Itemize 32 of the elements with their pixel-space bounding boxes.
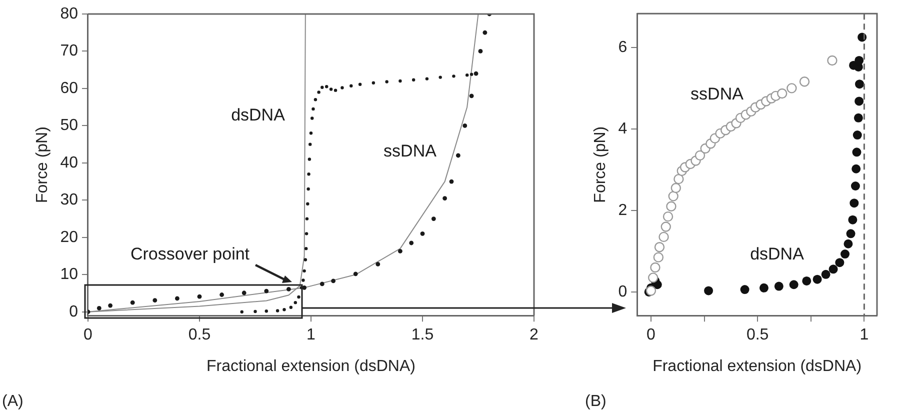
- y-axis-title: Force (pN): [592, 126, 610, 203]
- x-axis-title: Fractional extension (dsDNA): [652, 358, 862, 375]
- y-tick-label: 30: [60, 192, 78, 209]
- y-tick-label: 10: [60, 266, 78, 284]
- x-tick-label: 1.5: [411, 326, 434, 344]
- x-tick-label: 0: [84, 326, 93, 344]
- y-tick-label: 4: [618, 120, 628, 138]
- text: (A): [2, 393, 24, 411]
- annotation: dsDNA: [231, 106, 286, 125]
- y-tick-label: 60: [60, 80, 78, 97]
- x-tick-label: 0: [646, 326, 656, 344]
- y-tick-label: 40: [60, 154, 78, 172]
- y-tick-label: 0: [69, 303, 78, 320]
- x-tick-label: 1: [306, 326, 316, 344]
- annotation: Crossover point: [130, 244, 250, 264]
- x-tick-label: 0.5: [746, 326, 769, 344]
- x-tick-label: 2: [530, 326, 539, 344]
- y-tick-label: 0: [618, 283, 628, 300]
- x-axis-title: Fractional extension (dsDNA): [206, 358, 416, 375]
- annotation: dsDNA: [750, 244, 805, 264]
- y-tick-label: 80: [60, 5, 78, 22]
- y-tick-label: 70: [60, 42, 78, 60]
- y-tick-label: 2: [618, 202, 628, 219]
- annotation: ssDNA: [384, 142, 438, 161]
- y-axis-title: Force (pN): [34, 126, 52, 204]
- y-tick-label: 20: [60, 228, 78, 246]
- x-tick-label: 1: [860, 326, 869, 344]
- y-tick-label: 50: [60, 117, 78, 134]
- annotation: ssDNA: [690, 84, 744, 104]
- text: (B): [585, 393, 606, 411]
- x-tick-label: 0.5: [188, 326, 211, 344]
- y-tick-label: 6: [618, 38, 628, 56]
